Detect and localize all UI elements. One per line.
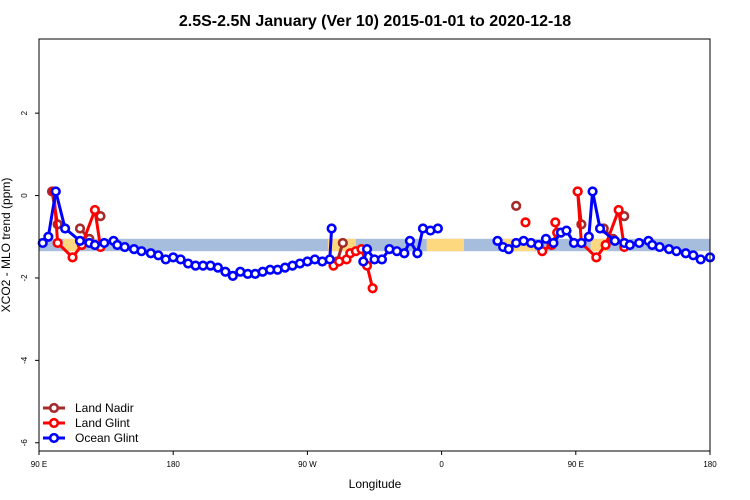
series-1-point-21 (591, 252, 602, 263)
series-2-point-57 (533, 239, 544, 251)
series-2-point-58 (540, 233, 552, 244)
series-2-point-78 (695, 254, 706, 265)
x-tick-label-3: 0 (439, 460, 444, 469)
legend-label-0: Land Nadir (75, 401, 134, 415)
x-tick-label-5: 180 (703, 460, 717, 469)
series-2-point-10 (119, 241, 130, 253)
series-2-point-14 (153, 250, 164, 261)
y-axis: -6 -4 -2 0 2 (20, 110, 39, 446)
x-tick-label-4: 90 E (568, 460, 584, 469)
series-1-line-3 (576, 191, 626, 259)
x-tick-label-2: 90 W (298, 460, 317, 469)
series-1-point-2 (67, 252, 78, 263)
x-tick-label-1: 180 (167, 460, 181, 469)
series-0-point-2 (74, 223, 86, 234)
series-1-point-1 (52, 237, 63, 249)
y-tick-label-1: -4 (20, 356, 29, 364)
series-2-point-17 (175, 254, 186, 265)
series-2-point-75 (671, 246, 682, 257)
series-2-point-73 (654, 241, 665, 253)
legend-label-2: Ocean Glint (75, 431, 139, 445)
series-2-point-23 (220, 266, 231, 277)
series-2-point-45 (399, 248, 410, 259)
x-tick-label-0: 90 E (31, 460, 47, 469)
legend-marker-1 (48, 417, 60, 429)
series-1-point-4 (89, 204, 101, 216)
series-2-point-70 (634, 237, 645, 249)
series-1-point-22 (600, 239, 611, 251)
plot-frame (38, 38, 711, 452)
series-2-point-53 (503, 244, 514, 255)
band-1-segment-2 (426, 238, 464, 252)
series-2 (37, 186, 716, 282)
series-2-point-38 (326, 223, 337, 234)
x-axis: 90 E 180 90 W 0 90 E 180 (31, 451, 717, 469)
series-2-point-47 (412, 248, 423, 259)
series-1-point-13 (367, 283, 378, 294)
series-2-point-7 (99, 237, 110, 249)
series-2-point-1 (43, 231, 54, 242)
y-tick-label-0: -6 (20, 439, 29, 447)
series-2-point-61 (561, 225, 572, 236)
series-1-line-0 (52, 191, 102, 259)
series-2-point-51 (492, 235, 503, 246)
series-0-point-7 (511, 200, 522, 211)
series-1-point-18 (550, 217, 561, 228)
series-2-point-42 (376, 254, 388, 265)
series-2-point-50 (432, 223, 443, 234)
series-2-point-77 (688, 250, 699, 261)
series-2-point-3 (59, 223, 71, 234)
series-1-point-19 (572, 186, 583, 197)
series-2-point-67 (609, 235, 621, 246)
series-2-point-46 (404, 235, 416, 246)
series-2-point-39 (358, 256, 369, 267)
series-2-point-37 (324, 254, 335, 265)
legend-label-1: Land Glint (75, 416, 130, 430)
series-2-point-65 (587, 186, 598, 197)
legend-marker-0 (48, 402, 60, 414)
series-2-point-66 (594, 223, 606, 234)
series-1-point-23 (613, 204, 624, 216)
series-2-point-69 (624, 239, 635, 251)
y-tick-label-4: 2 (20, 110, 29, 115)
series-2-point-12 (136, 246, 147, 257)
series-2-point-22 (212, 262, 224, 273)
series-2-point-40 (361, 244, 373, 255)
series-2-point-24 (227, 270, 238, 282)
series-2-point-59 (548, 237, 559, 249)
legend-marker-2 (48, 432, 60, 444)
series-2-point-6 (89, 239, 101, 251)
series-2-point-63 (576, 237, 587, 249)
series-1-point-14 (520, 217, 531, 228)
y-tick-label-3: 0 (20, 193, 29, 198)
y-tick-label-2: -2 (20, 274, 29, 282)
series-0-point-6 (337, 237, 348, 249)
series-2-point-64 (583, 231, 594, 242)
y-axis-label: XCO2 - MLO trend (ppm) (0, 178, 13, 313)
series-2-point-4 (74, 235, 86, 246)
series-2-point-2 (50, 186, 61, 197)
chart-title: 2.5S-2.5N January (Ver 10) 2015-01-01 to… (179, 13, 571, 30)
x-axis-label: Longitude (349, 477, 402, 491)
